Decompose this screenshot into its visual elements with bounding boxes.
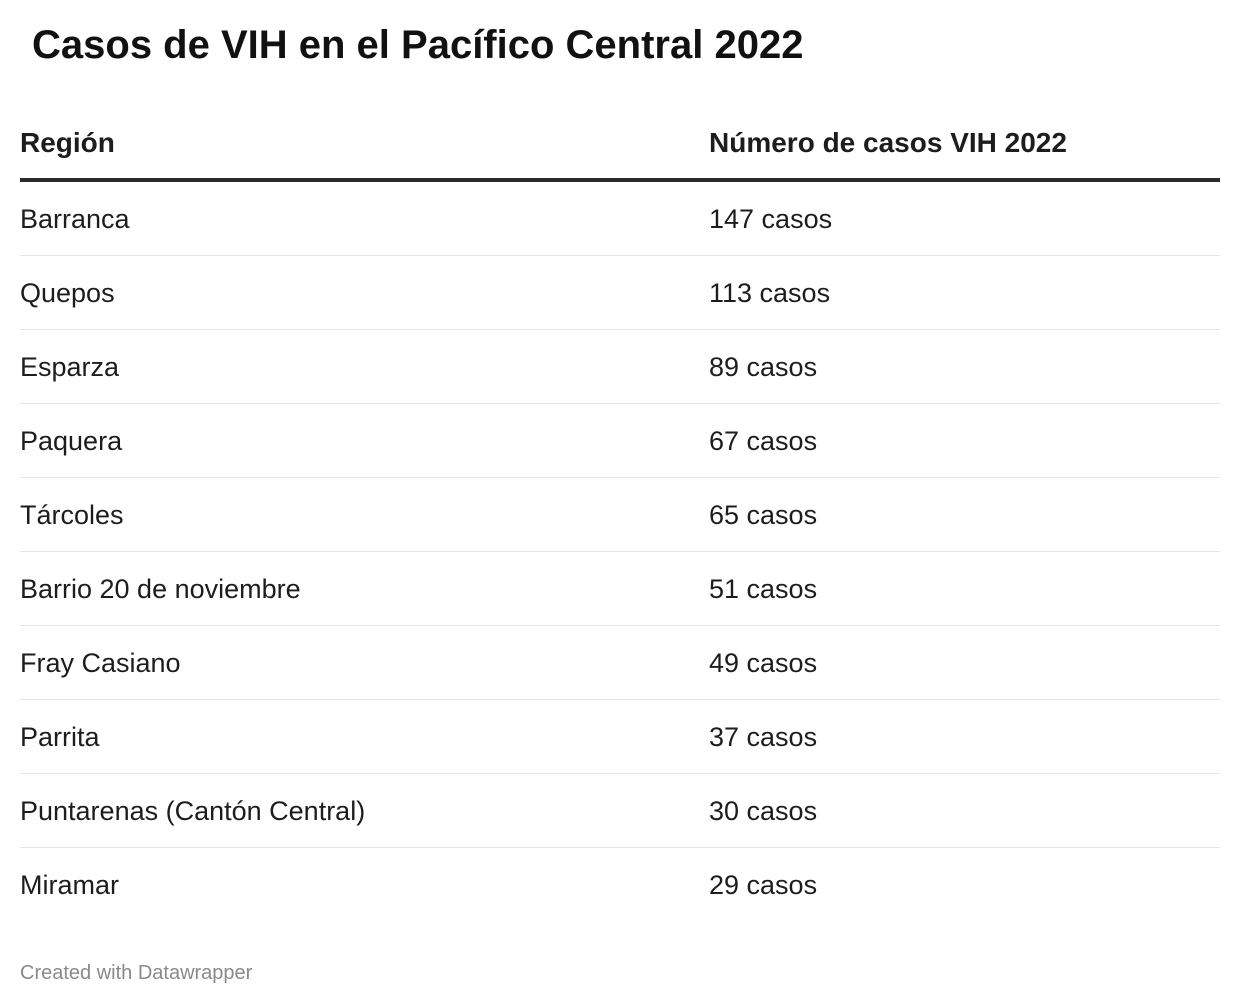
table-row: Barrio 20 de noviembre 51 casos [20,552,1220,626]
region-cell: Esparza [20,352,120,382]
column-header-cases[interactable]: Número de casos VIH 2022 [709,127,1067,158]
cases-cell: 49 casos [709,648,818,678]
cases-cell: 67 casos [709,426,818,456]
table-row: Esparza 89 casos [20,330,1220,404]
cases-cell: 30 casos [709,796,818,826]
region-cell: Quepos [20,278,115,308]
region-cell: Miramar [20,870,119,900]
table-row: Quepos 113 casos [20,256,1220,330]
region-cell: Puntarenas (Cantón Central) [20,796,366,826]
cases-cell: 147 casos [709,204,833,234]
table-row: Puntarenas (Cantón Central) 30 casos [20,774,1220,848]
table-row: Parrita 37 casos [20,700,1220,774]
data-table: Región Número de casos VIH 2022 Barranca… [20,108,1220,921]
table-row: Tárcoles 65 casos [20,478,1220,552]
cases-cell: 37 casos [709,722,818,752]
table-header: Región Número de casos VIH 2022 [20,108,1220,182]
cases-cell: 65 casos [709,500,818,530]
page-title: Casos de VIH en el Pacífico Central 2022 [32,23,804,67]
region-cell: Paquera [20,426,123,456]
cases-cell: 51 casos [709,574,818,604]
cases-cell: 113 casos [709,278,831,308]
table-row: Miramar 29 casos [20,848,1220,921]
region-cell: Barrio 20 de noviembre [20,574,301,604]
region-cell: Barranca [20,204,130,234]
column-header-region[interactable]: Región [20,127,115,158]
region-cell: Tárcoles [20,500,124,530]
table-row: Fray Casiano 49 casos [20,626,1220,700]
table-body: Barranca 147 casos Quepos 113 casos Espa… [20,182,1220,921]
region-cell: Parrita [20,722,100,752]
cases-cell: 89 casos [709,352,818,382]
table-row: Paquera 67 casos [20,404,1220,478]
table-row: Barranca 147 casos [20,182,1220,256]
cases-cell: 29 casos [709,870,818,900]
datawrapper-credit-link[interactable]: Created with Datawrapper [20,962,253,984]
region-cell: Fray Casiano [20,648,181,678]
